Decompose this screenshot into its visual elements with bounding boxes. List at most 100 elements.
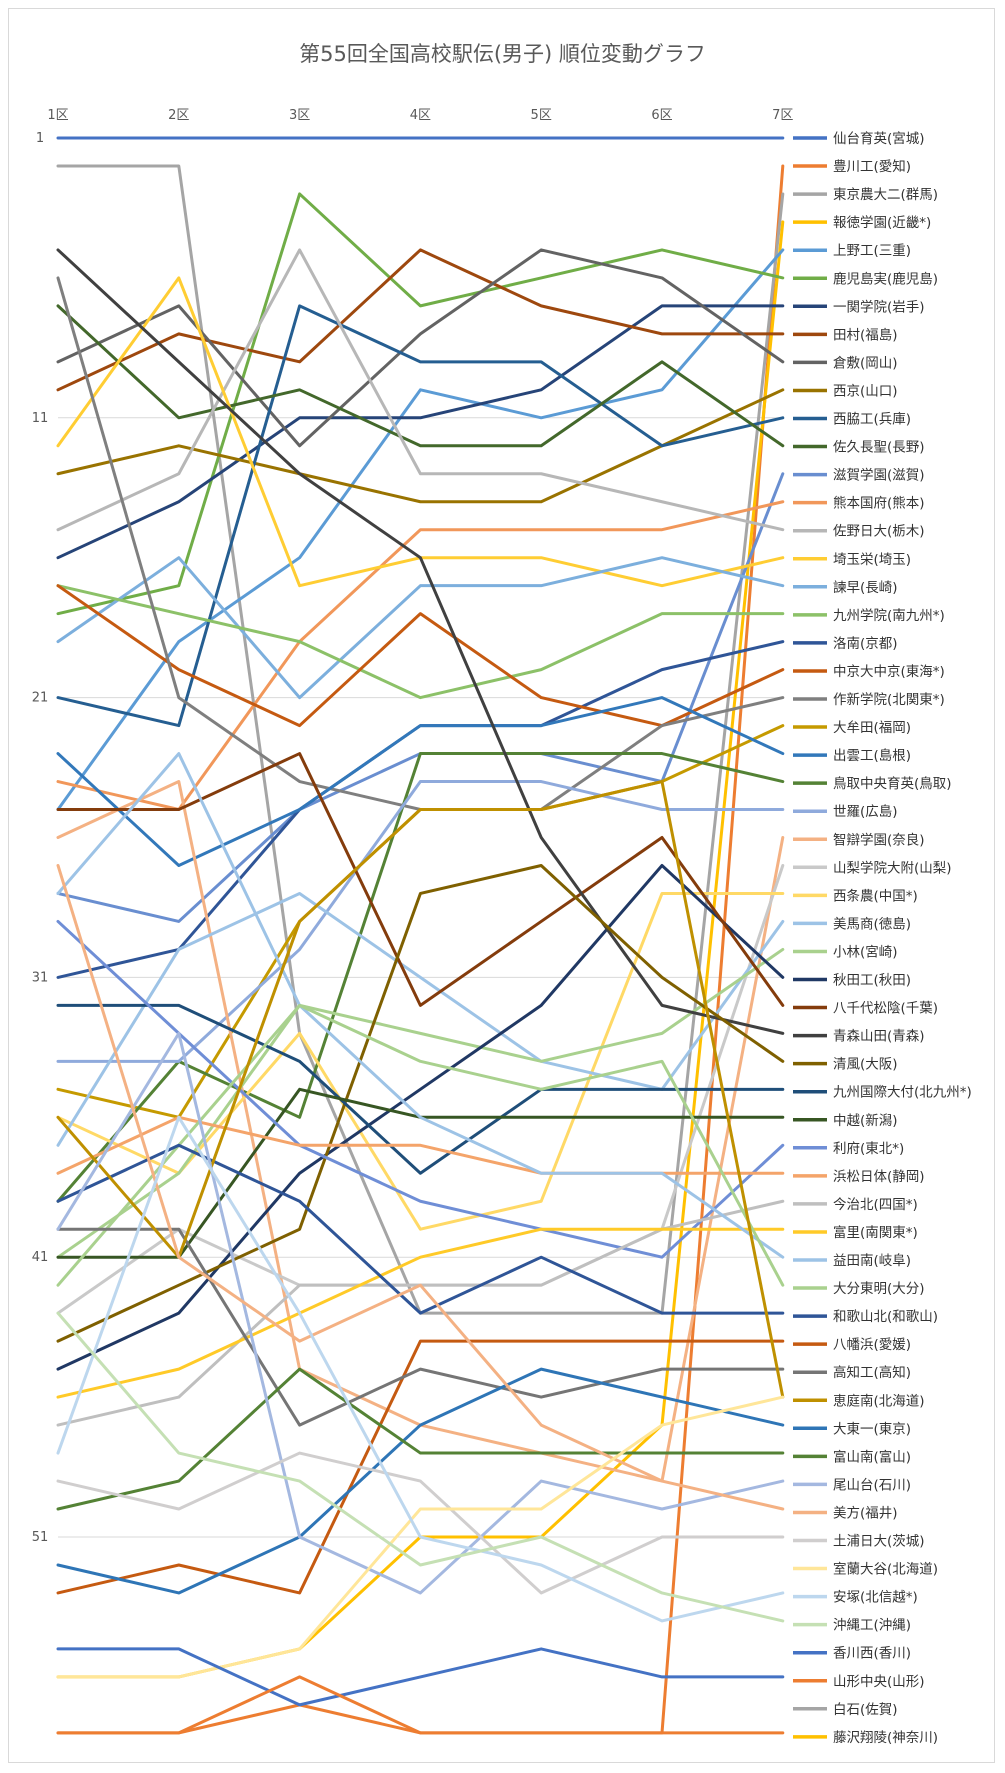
series-line (56, 584, 785, 700)
legend-label: 諫早(長崎) (833, 580, 898, 596)
legend-label: 豊川工(愛知) (833, 158, 911, 175)
legend: 仙台育英(宮城) 豊川工(愛知) 東京農大二(群馬) 報徳学園(近畿*) 上野工(三重)… (793, 130, 972, 1746)
series-line (56, 1115, 785, 1175)
legend-label: 藤沢翔陵(神奈川) (833, 1730, 938, 1746)
series-line (56, 1031, 785, 1595)
legend-label: 佐久長聖(長野) (833, 440, 925, 456)
chart-frame (8, 8, 995, 1763)
x-tick-label: 3区 (289, 108, 310, 123)
legend-label: 九州学院(南九州*) (833, 608, 945, 624)
legend-label: 世羅(広島) (833, 804, 898, 820)
legend-label: 富山南(富山) (833, 1448, 911, 1465)
legend-label: 西条農(中国*) (833, 887, 918, 904)
series-line (56, 1647, 785, 1707)
series-line (56, 276, 785, 588)
legend-label: 益田南(岐阜) (833, 1252, 911, 1269)
legend-label: 西京(山口) (833, 383, 898, 399)
legend-label: 安塚(北信越*) (833, 1590, 918, 1606)
legend-label: 西脇工(兵庫) (833, 412, 911, 428)
series-line (56, 304, 785, 560)
series-line (56, 1003, 785, 1175)
series-line (56, 1675, 785, 1735)
x-tick-label: 7区 (772, 108, 793, 123)
legend-label: 秋田工(秋田) (833, 973, 911, 989)
series-line (56, 192, 785, 616)
series-line (56, 1227, 785, 1399)
series-line (56, 1115, 785, 1623)
y-tick-label: 11 (32, 411, 49, 426)
legend-label: 八千代松陰(千葉) (833, 1001, 938, 1017)
series-line (56, 780, 785, 1483)
series-line (56, 752, 785, 1007)
legend-label: 青森山田(青森) (833, 1029, 925, 1045)
legend-label: 八幡浜(愛媛) (833, 1337, 911, 1353)
legend-label: 大東一(東京) (833, 1421, 911, 1437)
legend-label: 仙台育英(宮城) (833, 130, 925, 147)
legend-label: 倉敷(岡山) (833, 355, 898, 371)
series-line (56, 1395, 785, 1679)
legend-label: 恵庭南(北海道) (833, 1392, 925, 1409)
legend-label: 鳥取中央育英(鳥取) (833, 775, 952, 792)
y-tick-label: 31 (32, 970, 49, 985)
series-line (56, 304, 785, 728)
x-tick-label: 6区 (651, 108, 672, 123)
legend-label: 土浦日大(茨城) (833, 1534, 925, 1550)
legend-label: 一関学院(岩手) (833, 299, 925, 315)
legend-label: 埼玉栄(埼玉) (833, 552, 911, 568)
legend-label: 東京農大二(群馬) (833, 187, 938, 203)
legend-label: 熊本国府(熊本) (833, 496, 925, 512)
series-line (56, 304, 785, 448)
series-line (56, 1451, 785, 1595)
series-line (56, 1367, 785, 1595)
series-line (56, 248, 785, 812)
legend-label: 今治北(四国*) (833, 1197, 918, 1213)
series-line (56, 1311, 785, 1623)
legend-label: 美方(福井) (833, 1505, 898, 1521)
legend-label: 尾山台(石川) (833, 1477, 911, 1493)
x-tick-label: 4区 (410, 108, 431, 123)
legend-label: 九州国際大付(北九州*) (833, 1085, 972, 1101)
legend-label: 佐野日大(栃木) (833, 524, 925, 540)
series-line (56, 164, 785, 1735)
x-tick-label: 5区 (531, 108, 552, 123)
series-line (56, 891, 785, 1147)
series-line (56, 863, 785, 1371)
x-tick-label: 1区 (47, 108, 68, 123)
series-line (56, 724, 785, 1119)
x-tick-label: 2区 (168, 108, 189, 123)
legend-label: 高知工(高知) (833, 1364, 911, 1381)
legend-label: 滋賀学園(滋賀) (833, 468, 925, 484)
x-axis-ticks: 1区 2区 3区 4区 5区 6区 7区 (47, 108, 793, 123)
legend-label: 中京大中京(東海*) (833, 664, 945, 680)
legend-label: 報徳学園(近畿*) (833, 215, 931, 231)
series-line (56, 863, 785, 1343)
series-line (56, 1367, 785, 1511)
y-tick-label: 41 (32, 1250, 49, 1265)
legend-label: 田村(福島) (833, 327, 898, 343)
series-line (56, 863, 785, 1511)
series-line (56, 780, 785, 1063)
legend-label: 和歌山北(和歌山) (833, 1309, 938, 1325)
legend-label: 洛南(京都) (833, 636, 898, 652)
series-line (56, 556, 785, 700)
y-tick-label: 21 (32, 691, 49, 706)
legend-label: 上野工(三重) (833, 243, 911, 259)
legend-label: 沖縄工(沖縄) (833, 1618, 911, 1634)
series-line (56, 947, 785, 1259)
series-line (56, 248, 785, 1035)
legend-label: 智辯学園(奈良) (833, 832, 925, 848)
legend-label: 清風(大阪) (833, 1057, 898, 1073)
legend-label: 作新学院(北関東*) (833, 692, 945, 708)
series-lines (56, 136, 785, 1735)
legend-label: 大分東明(大分) (833, 1281, 925, 1297)
y-tick-label: 1 (36, 131, 44, 146)
series-line (56, 1227, 785, 1427)
legend-label: 富里(南関東*) (833, 1224, 918, 1241)
series-line (56, 696, 785, 867)
legend-label: 白石(佐賀) (833, 1702, 898, 1718)
legend-label: 小林(宮崎) (833, 944, 898, 960)
legend-label: 大牟田(福岡) (833, 720, 911, 736)
legend-label: 利府(東北*) (833, 1141, 904, 1157)
